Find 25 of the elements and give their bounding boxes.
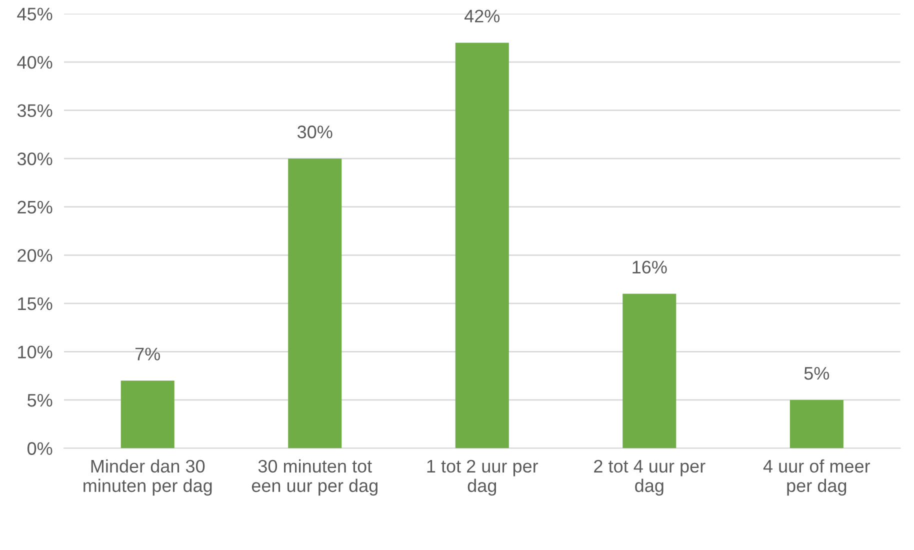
y-tick-label: 15% <box>18 297 52 310</box>
data-label: 30% <box>297 126 332 138</box>
y-tick-label: 20% <box>18 249 52 262</box>
bar <box>288 158 342 448</box>
y-tick-label: 0% <box>27 442 52 455</box>
bar <box>622 294 676 448</box>
y-tick-label: 45% <box>17 8 52 20</box>
y-tick-label: 30% <box>17 152 52 166</box>
data-label: 16% <box>632 260 667 274</box>
data-label: 42% <box>464 10 500 22</box>
x-tick-label: 4 uur of meer per dag <box>763 459 870 496</box>
x-tick-label: 2 tot 4 uur per dag <box>594 460 706 496</box>
y-tick-label: 35% <box>17 104 52 118</box>
x-tick-label: 1 tot 2 uur per dag <box>427 460 538 496</box>
y-tick-label: 5% <box>27 394 52 407</box>
x-tick-label: 30 minuten tot een uur per dag <box>252 459 378 496</box>
y-tick-label: 40% <box>17 56 52 69</box>
data-label: 5% <box>804 367 830 380</box>
y-tick-label: 10% <box>18 346 52 358</box>
bar <box>455 42 509 448</box>
y-tick-label: 25% <box>18 200 52 214</box>
x-tick-label: Minder dan 30 minuten per dag <box>84 459 212 496</box>
data-label: 7% <box>135 348 160 360</box>
bar <box>790 400 844 448</box>
bar <box>120 380 174 448</box>
